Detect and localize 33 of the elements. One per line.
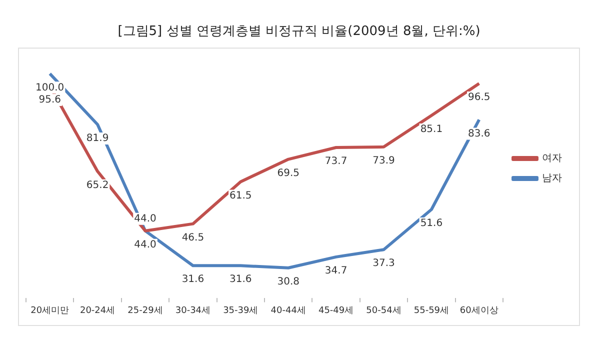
- x-tick-label: 50-54세: [366, 306, 402, 316]
- x-tick-label: 20-24세: [80, 306, 116, 316]
- x-tick-label: 55-59세: [414, 306, 450, 316]
- data-label: 65.2: [86, 180, 109, 191]
- data-label: 100.0: [36, 82, 64, 94]
- data-label: 73.7: [324, 156, 348, 168]
- x-tick-label: 45-49세: [318, 306, 354, 316]
- data-label: 83.6: [468, 128, 490, 140]
- data-label: 46.5: [182, 232, 204, 244]
- data-label: 44.0: [134, 239, 156, 250]
- data-label: 95.6: [38, 94, 61, 106]
- legend-label: 여자: [542, 153, 562, 164]
- data-label: 69.5: [277, 168, 300, 179]
- data-label: 85.1: [420, 124, 443, 136]
- data-label: 37.3: [372, 258, 395, 270]
- data-label: 34.7: [324, 266, 348, 277]
- data-label: 73.9: [372, 156, 395, 167]
- data-label: 31.6: [230, 274, 252, 286]
- legend-label: 남자: [542, 173, 562, 184]
- chart-title: [그림5] 성별 연령계층별 비정규직 비율(2009년 8월, 단위:%): [118, 24, 480, 40]
- data-label: 30.8: [277, 276, 300, 288]
- data-label: 61.5: [230, 190, 252, 202]
- x-tick-label: 20세미만: [30, 306, 70, 316]
- x-tick-label: 60세이상: [460, 306, 498, 316]
- data-label: 96.5: [468, 92, 490, 104]
- x-tick-label: 25-29세: [128, 306, 163, 316]
- data-label: 44.0: [134, 213, 156, 224]
- x-tick-label: 35-39세: [223, 306, 258, 316]
- x-tick-label: 40-44세: [270, 306, 306, 316]
- data-label: 81.9: [86, 133, 109, 144]
- x-tick-label: 30-34세: [175, 306, 211, 316]
- data-label: 31.6: [182, 274, 204, 286]
- data-label: 51.6: [420, 218, 443, 230]
